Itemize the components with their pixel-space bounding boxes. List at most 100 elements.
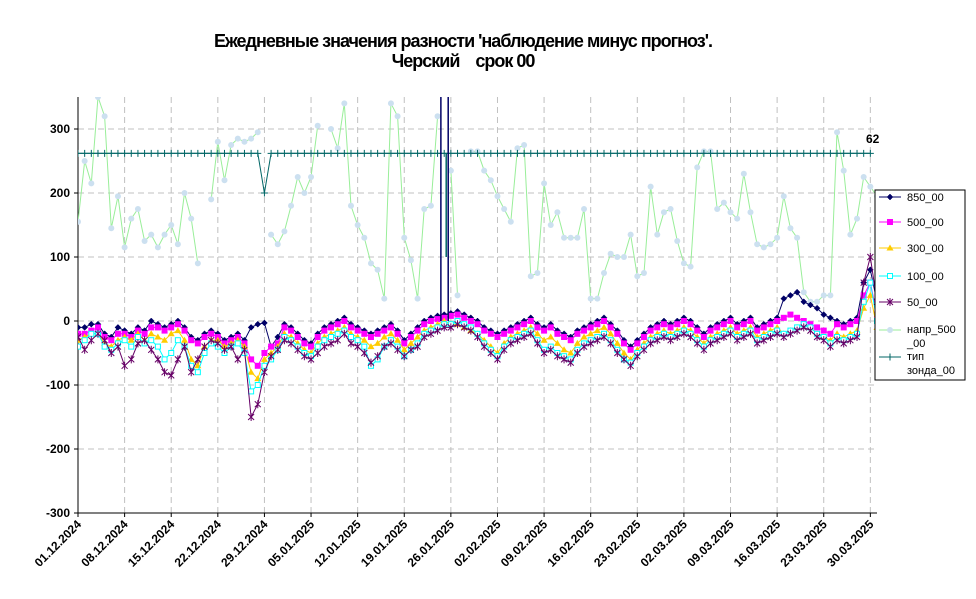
data-point (321, 337, 328, 344)
data-point (127, 149, 135, 157)
data-point (727, 329, 734, 338)
data-point (674, 321, 681, 328)
data-point (687, 333, 694, 341)
data-point (866, 253, 874, 261)
data-point (467, 318, 474, 324)
data-point (593, 327, 601, 334)
data-point (454, 320, 461, 329)
legend-item: 50_00 (879, 297, 938, 309)
data-point (354, 149, 362, 157)
data-point (334, 321, 341, 328)
data-point (380, 333, 388, 340)
data-point (481, 327, 488, 334)
data-point (687, 149, 695, 157)
data-point (188, 337, 195, 344)
data-point (541, 180, 548, 187)
legend-label: 100_00 (907, 271, 944, 283)
data-point (121, 149, 129, 157)
data-point (567, 234, 574, 241)
y-tick-label: -200 (46, 442, 70, 456)
data-point (114, 324, 122, 331)
data-point (367, 358, 375, 367)
data-point (553, 339, 561, 346)
data-point (194, 355, 202, 364)
data-point (174, 327, 182, 334)
data-point (274, 345, 282, 354)
data-point (147, 330, 155, 337)
data-point (347, 149, 355, 157)
data-point (567, 337, 574, 344)
data-point (274, 241, 281, 248)
legend: 850_00 500_00 300_00 100_00 50_00 напр_500 _00… (874, 189, 966, 381)
data-point (853, 149, 861, 157)
data-point (214, 339, 222, 348)
data-point (121, 361, 128, 370)
data-point (274, 149, 282, 157)
data-point (581, 327, 588, 334)
data-point (547, 345, 555, 354)
data-point (647, 339, 654, 348)
data-point (627, 361, 634, 370)
data-point (507, 327, 514, 334)
x-tick-label: 08.12.2024 (78, 517, 131, 570)
data-point (540, 149, 548, 157)
data-point (188, 215, 195, 222)
data-point (746, 149, 754, 157)
data-point (447, 323, 455, 332)
data-point (148, 231, 155, 238)
data-point (773, 149, 781, 157)
data-point (607, 339, 615, 348)
data-point (747, 209, 754, 216)
data-point (274, 333, 282, 341)
data-point (181, 190, 188, 196)
data-point (261, 350, 268, 356)
data-point (501, 206, 508, 212)
data-point (380, 342, 388, 351)
data-point (107, 349, 115, 357)
data-point (400, 149, 408, 157)
data-point (287, 149, 295, 157)
series-напр-500-00 (78, 97, 877, 305)
data-point (267, 352, 275, 361)
data-point (154, 324, 161, 331)
data-point (134, 334, 141, 340)
data-point (94, 324, 101, 331)
data-point (427, 318, 434, 324)
data-point (108, 225, 115, 232)
data-point (294, 149, 302, 157)
data-point (387, 330, 395, 337)
data-point (260, 355, 268, 362)
data-point (114, 149, 122, 157)
data-point (527, 329, 535, 338)
data-point (660, 149, 668, 157)
data-point (374, 352, 381, 361)
data-point (480, 342, 488, 351)
x-tick-label: 22.12.2024 (172, 517, 225, 570)
data-point (654, 231, 661, 238)
legend-label: 50_00 (907, 297, 938, 309)
data-point (727, 149, 735, 157)
data-point (414, 149, 422, 157)
data-point (800, 323, 808, 332)
y-tick-label: -300 (46, 506, 70, 520)
data-point (294, 174, 301, 180)
data-point (527, 318, 534, 324)
data-point (567, 149, 575, 157)
data-point (580, 342, 588, 351)
legend-label: 500_00 (907, 217, 944, 229)
data-point (221, 177, 228, 184)
data-point (101, 113, 108, 120)
data-point (78, 333, 82, 341)
data-point (154, 244, 161, 251)
legend-swatch-marker (886, 244, 894, 251)
data-point (168, 350, 175, 356)
data-point (354, 342, 362, 351)
data-point (713, 149, 721, 157)
data-point (587, 339, 595, 348)
data-point (167, 371, 175, 380)
data-point (247, 413, 255, 421)
data-point (813, 333, 821, 341)
data-point (594, 295, 601, 302)
data-point (288, 327, 295, 334)
